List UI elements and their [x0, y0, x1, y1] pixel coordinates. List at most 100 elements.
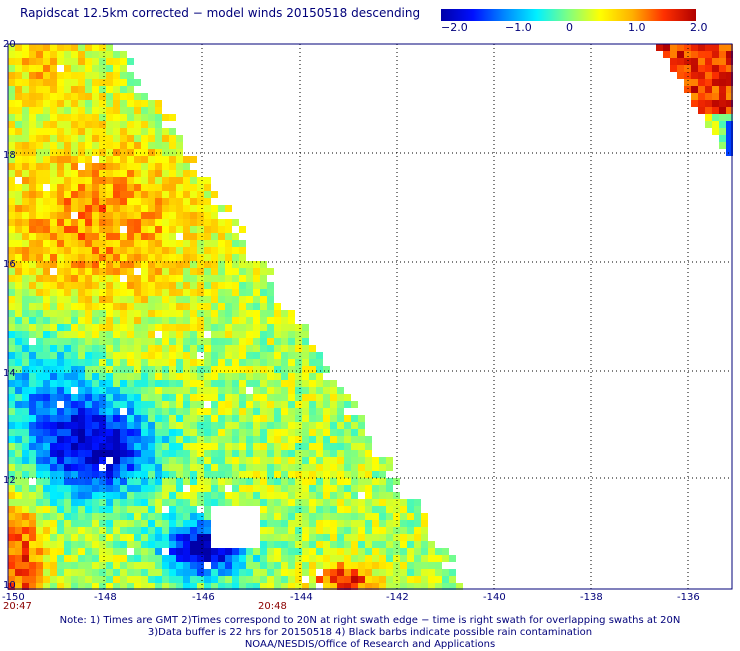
- wind-cell: [148, 457, 155, 464]
- wind-cell: [232, 324, 239, 331]
- wind-cell: [162, 247, 169, 254]
- wind-cell: [267, 534, 274, 541]
- wind-cell: [218, 324, 225, 331]
- wind-cell: [92, 261, 99, 268]
- wind-cell: [316, 506, 323, 513]
- wind-cell: [253, 338, 260, 345]
- wind-cell: [330, 520, 337, 527]
- wind-cell: [106, 380, 113, 387]
- wind-cell: [267, 380, 274, 387]
- wind-cell: [50, 128, 57, 135]
- wind-cell: [260, 520, 267, 527]
- wind-cell: [281, 387, 288, 394]
- wind-cell: [337, 471, 344, 478]
- wind-cell: [253, 401, 260, 408]
- wind-cell: [218, 415, 225, 422]
- wind-cell: [190, 380, 197, 387]
- wind-cell: [274, 394, 281, 401]
- wind-cell: [99, 506, 106, 513]
- wind-cell: [8, 373, 15, 380]
- wind-cell: [99, 219, 106, 226]
- wind-cell: [337, 520, 344, 527]
- wind-cell: [99, 156, 106, 163]
- wind-cell: [22, 345, 29, 352]
- wind-cell: [407, 520, 414, 527]
- wind-cell: [113, 338, 120, 345]
- wind-cell: [43, 289, 50, 296]
- wind-cell: [288, 394, 295, 401]
- wind-cell: [351, 548, 358, 555]
- wind-cell: [183, 289, 190, 296]
- wind-cell: [281, 471, 288, 478]
- wind-cell: [127, 240, 134, 247]
- wind-cell: [85, 562, 92, 569]
- wind-cell: [211, 338, 218, 345]
- wind-cell: [29, 499, 36, 506]
- wind-cell: [176, 569, 183, 576]
- wind-cell: [36, 219, 43, 226]
- wind-cell: [127, 184, 134, 191]
- wind-cell: [36, 317, 43, 324]
- wind-cell: [29, 247, 36, 254]
- wind-cell: [176, 149, 183, 156]
- wind-cell: [127, 443, 134, 450]
- wind-cell: [323, 394, 330, 401]
- wind-cell: [36, 128, 43, 135]
- wind-cell: [127, 121, 134, 128]
- wind-cell: [274, 499, 281, 506]
- wind-cell: [141, 373, 148, 380]
- wind-cell: [148, 548, 155, 555]
- wind-cell: [225, 499, 232, 506]
- wind-cell: [372, 464, 379, 471]
- wind-cell: [36, 562, 43, 569]
- wind-cell: [176, 527, 183, 534]
- wind-cell: [50, 184, 57, 191]
- wind-cell: [267, 499, 274, 506]
- wind-cell: [414, 520, 421, 527]
- wind-cell: [316, 464, 323, 471]
- wind-cell: [29, 142, 36, 149]
- wind-cell: [379, 506, 386, 513]
- wind-cell: [358, 562, 365, 569]
- wind-cell: [190, 359, 197, 366]
- wind-cell: [337, 492, 344, 499]
- wind-cell: [36, 275, 43, 282]
- wind-cell: [155, 156, 162, 163]
- wind-cell: [134, 401, 141, 408]
- wind-cell: [169, 373, 176, 380]
- wind-cell: [29, 268, 36, 275]
- wind-cell: [253, 331, 260, 338]
- wind-cell: [36, 506, 43, 513]
- wind-cell: [204, 422, 211, 429]
- wind-cell: [106, 177, 113, 184]
- wind-cell: [36, 107, 43, 114]
- footer-note-3: NOAA/NESDIS/Office of Research and Appli…: [244, 639, 496, 650]
- wind-cell: [302, 548, 309, 555]
- wind-cell: [99, 401, 106, 408]
- wind-cell: [106, 58, 113, 65]
- wind-cell: [267, 450, 274, 457]
- wind-cell: [225, 338, 232, 345]
- wind-cell: [29, 471, 36, 478]
- wind-cell: [106, 93, 113, 100]
- wind-cell: [8, 366, 15, 373]
- wind-cell: [127, 191, 134, 198]
- wind-cell: [64, 520, 71, 527]
- wind-cell: [239, 387, 246, 394]
- wind-cell: [295, 436, 302, 443]
- wind-cell: [225, 429, 232, 436]
- wind-cell: [15, 135, 22, 142]
- wind-cell: [8, 359, 15, 366]
- wind-cell: [71, 429, 78, 436]
- wind-cell: [190, 331, 197, 338]
- wind-cell: [330, 464, 337, 471]
- wind-cell: [169, 366, 176, 373]
- wind-cell: [106, 121, 113, 128]
- wind-cell: [267, 324, 274, 331]
- wind-cell: [43, 471, 50, 478]
- wind-cell: [99, 65, 106, 72]
- wind-cell: [267, 583, 274, 590]
- wind-cell: [330, 527, 337, 534]
- wind-cell: [113, 373, 120, 380]
- wind-cell: [176, 177, 183, 184]
